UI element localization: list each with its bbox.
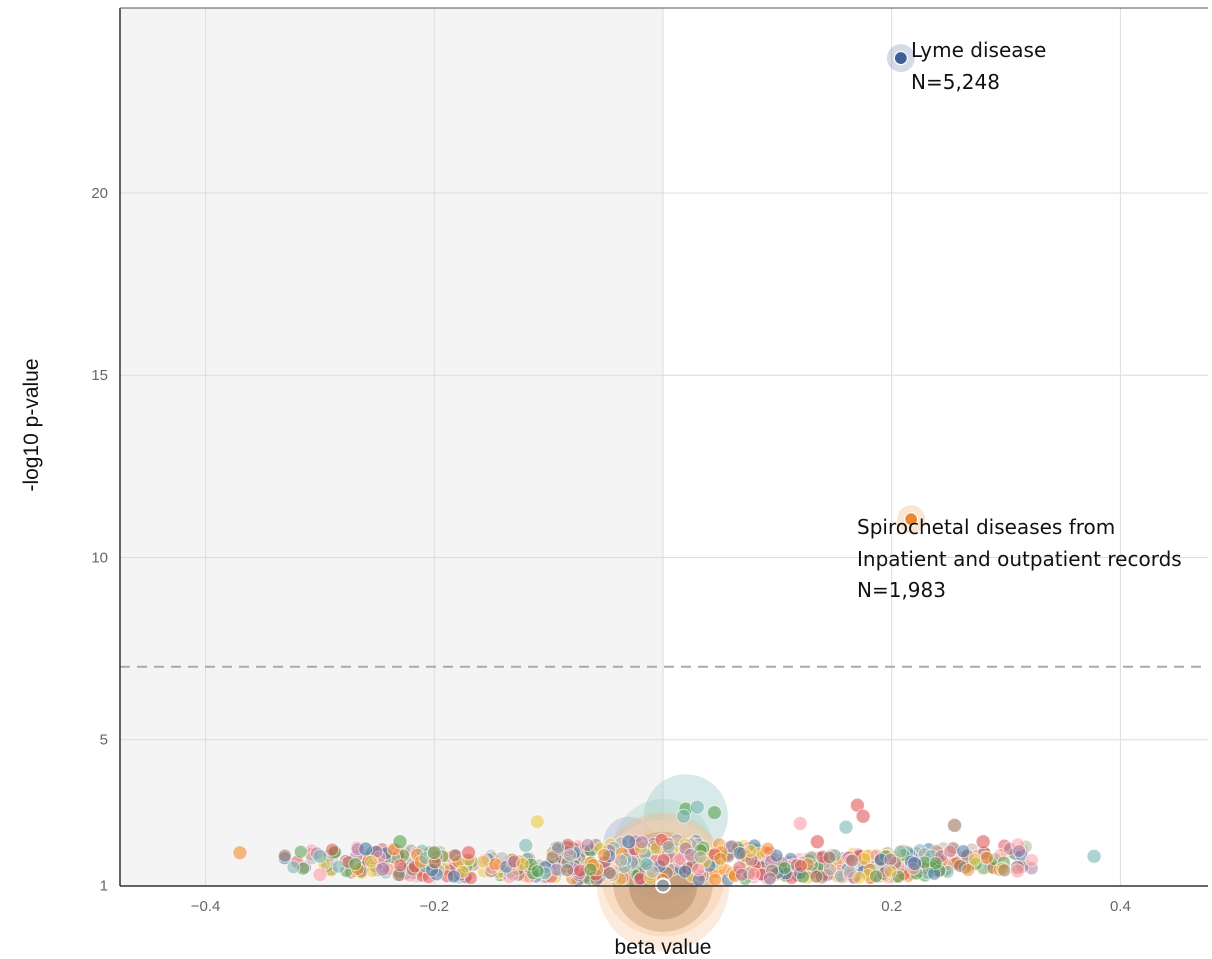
phenotype-point bbox=[713, 851, 728, 866]
phenotype-point bbox=[1086, 848, 1102, 864]
lyme-disease-point bbox=[893, 50, 908, 66]
phenotype-point bbox=[634, 835, 649, 850]
phenotype-point bbox=[277, 848, 292, 863]
phenotype-point bbox=[1024, 853, 1039, 868]
x-tick-label: −0.4 bbox=[191, 898, 221, 915]
phenotype-point bbox=[286, 860, 301, 875]
phenotype-point bbox=[734, 867, 749, 882]
phenotype-point bbox=[312, 848, 328, 864]
spirochetal-label: Spirochetal diseases from Inpatient and o… bbox=[857, 515, 1182, 571]
phenotype-point bbox=[678, 864, 693, 879]
phenotype-point bbox=[563, 848, 578, 863]
phenotype-point bbox=[893, 844, 908, 859]
phenotype-point bbox=[529, 814, 545, 830]
phenotype-point bbox=[293, 844, 308, 859]
phenotype-point bbox=[883, 852, 898, 867]
phenotype-point bbox=[580, 838, 595, 853]
phenotype-point bbox=[446, 869, 461, 884]
y-tick-label: 1 bbox=[100, 878, 108, 895]
phenotype-point bbox=[1012, 844, 1027, 859]
phenotype-point bbox=[1009, 863, 1025, 879]
phenotype-point bbox=[375, 861, 391, 877]
phenotype-point bbox=[975, 834, 991, 850]
phenotype-point bbox=[907, 856, 923, 872]
phenotype-point bbox=[809, 834, 825, 850]
phenotype-point bbox=[530, 864, 545, 879]
x-tick-label: −0.2 bbox=[419, 898, 449, 915]
y-tick-label: 15 bbox=[91, 367, 108, 384]
phenotype-point bbox=[597, 848, 612, 863]
phenotype-point bbox=[689, 799, 705, 815]
phenotype-point bbox=[515, 857, 530, 872]
phenotype-point bbox=[732, 846, 747, 861]
phenotype-point bbox=[838, 819, 854, 835]
phenotype-point bbox=[997, 863, 1012, 878]
phenotype-point bbox=[822, 850, 837, 865]
phenotype-point bbox=[232, 845, 248, 861]
phenotype-point bbox=[855, 808, 871, 824]
phenotype-point bbox=[392, 834, 408, 850]
phenotype-point bbox=[822, 862, 837, 877]
phenotype-point bbox=[691, 862, 706, 877]
phenotype-point bbox=[793, 858, 808, 873]
y-axis-title: -log10 p-value bbox=[20, 358, 43, 491]
phenotype-point bbox=[947, 817, 963, 833]
lyme-disease-label: Lyme disease bbox=[911, 38, 1046, 62]
phenotype-point bbox=[928, 856, 943, 871]
lyme-disease-count: N=5,248 bbox=[911, 70, 1000, 94]
phenotype-point bbox=[777, 861, 792, 876]
x-tick-label: 0.4 bbox=[1110, 898, 1131, 915]
phenotype-point bbox=[708, 872, 723, 887]
phenotype-point bbox=[393, 858, 408, 873]
phenotype-point bbox=[868, 869, 883, 884]
y-tick-label: 5 bbox=[100, 732, 108, 749]
negative-beta-region bbox=[119, 8, 663, 886]
y-tick-label: 10 bbox=[91, 549, 108, 566]
phenotype-point bbox=[852, 870, 867, 885]
phenotype-point bbox=[661, 840, 676, 855]
phenotype-point bbox=[614, 853, 629, 868]
phenotype-point bbox=[621, 834, 637, 850]
phenotype-point bbox=[325, 842, 340, 857]
phenotype-point bbox=[762, 871, 777, 886]
phenotype-point bbox=[312, 867, 328, 883]
phenotype-point bbox=[364, 854, 379, 869]
phenotype-point bbox=[760, 841, 775, 856]
phenotype-point bbox=[476, 854, 491, 869]
spirochetal-count: N=1,983 bbox=[857, 578, 946, 602]
phenotype-point bbox=[348, 857, 363, 872]
phenotype-point bbox=[560, 863, 575, 878]
phenotype-point bbox=[809, 869, 824, 884]
phenotype-point bbox=[961, 862, 976, 877]
y-tick-label: 20 bbox=[91, 185, 108, 202]
phenotype-point bbox=[583, 862, 598, 877]
phenotype-point bbox=[656, 852, 671, 867]
phenotype-point bbox=[792, 816, 808, 832]
phenotype-point bbox=[942, 844, 957, 859]
x-tick-label: 0.2 bbox=[881, 898, 902, 915]
phenotype-point bbox=[845, 853, 860, 868]
x-axis-title: beta value bbox=[615, 936, 712, 959]
phenotype-point bbox=[518, 837, 534, 853]
phenotype-point bbox=[706, 805, 722, 821]
phenotype-point bbox=[639, 857, 654, 872]
phenotype-point bbox=[358, 841, 374, 857]
phenotype-point bbox=[956, 844, 971, 859]
phenotype-point bbox=[426, 845, 442, 861]
phenotype-point bbox=[979, 850, 994, 865]
spirochetal-diseases-point bbox=[904, 512, 919, 527]
phenotype-point bbox=[883, 864, 898, 879]
phenotype-point bbox=[693, 850, 708, 865]
phenotype-point bbox=[461, 845, 477, 861]
phenotype-point bbox=[746, 866, 761, 881]
phenotype-point bbox=[676, 808, 692, 824]
phenotype-point bbox=[551, 840, 566, 855]
phenotype-point bbox=[602, 866, 617, 881]
phenotype-point bbox=[447, 848, 462, 863]
